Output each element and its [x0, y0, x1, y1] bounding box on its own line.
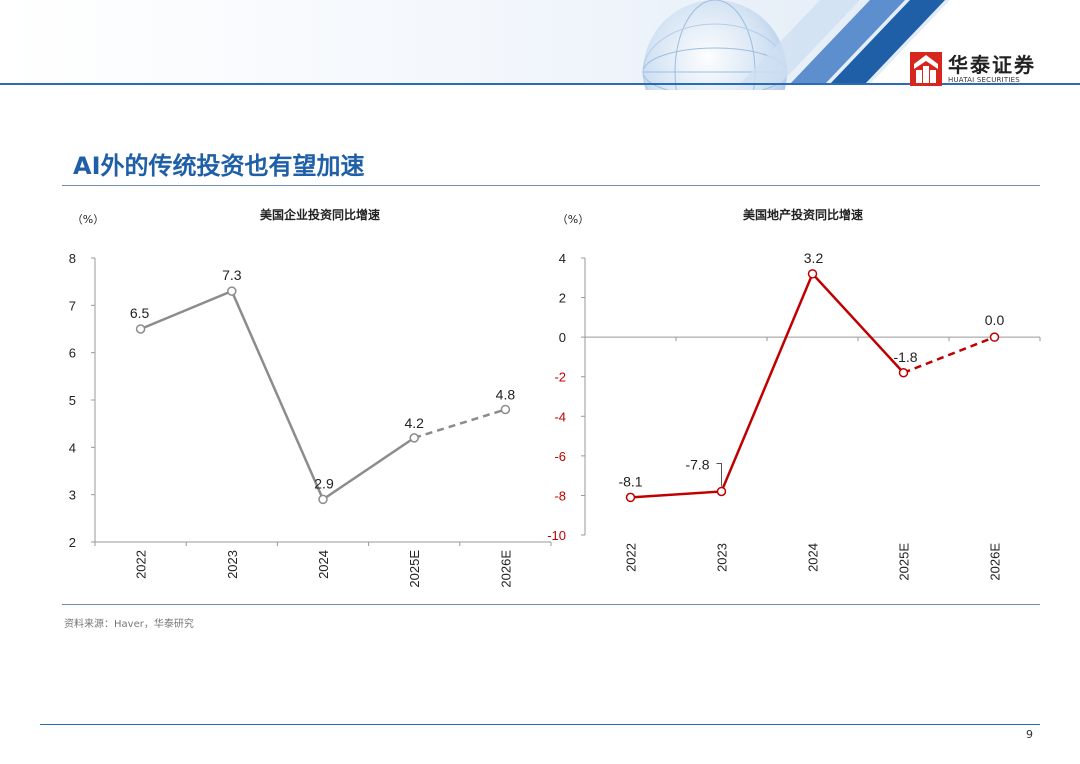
y-tick-label: -8: [554, 488, 566, 503]
y-tick-label: 8: [69, 251, 76, 266]
data-label: 6.5: [130, 305, 150, 321]
title-divider: [62, 185, 1040, 186]
header-banner: [0, 0, 1080, 90]
y-tick-label: -10: [547, 528, 566, 543]
data-point: [227, 286, 237, 296]
logo-chinese-name: 华泰证券: [948, 52, 1036, 77]
x-tick-label: 2023: [715, 543, 730, 572]
chart-title: 美国企业投资同比增速: [260, 207, 380, 222]
data-point: [898, 368, 909, 378]
series-line-forecast: [413, 408, 506, 440]
data-point: [716, 486, 727, 497]
x-tick-label: 2022: [134, 550, 149, 579]
y-tick-label: 7: [69, 298, 76, 313]
y-tick-label: -2: [554, 370, 566, 385]
label-leader-line: [716, 462, 722, 487]
y-tick-label: 2: [69, 535, 76, 550]
x-tick-label: 2024: [316, 550, 331, 579]
x-tick-label: 2024: [806, 543, 821, 572]
data-point: [500, 404, 511, 415]
data-label: -1.8: [893, 349, 917, 365]
logo-english-name: HUATAI SECURITIES: [948, 75, 1020, 84]
source-note: 资料来源：Haver，华泰研究: [64, 619, 194, 630]
series-line: [630, 271, 905, 499]
chart-1: 美国企业投资同比增速 （%） 2 3 4 5 6 7 8 2022 2023 2024 2025E 202…: [69, 207, 552, 588]
x-tick-label: 2023: [225, 550, 240, 579]
page-number: 9: [1026, 728, 1033, 741]
y-tick-label: 5: [69, 393, 76, 408]
x-tick-label: 2026E: [988, 543, 1003, 581]
y-axis-unit: （%）: [557, 213, 589, 226]
x-tick-label: 2025E: [897, 543, 912, 581]
data-label: 7.3: [222, 267, 242, 283]
y-tick-label: 4: [559, 251, 566, 266]
data-label: -7.8: [685, 456, 709, 472]
logo-mark-icon: [910, 52, 942, 86]
y-tick-label: -6: [554, 449, 566, 464]
data-label: 4.8: [496, 386, 516, 402]
y-tick-label: 2: [559, 291, 566, 306]
data-label: 2.9: [314, 475, 334, 491]
data-point: [409, 433, 419, 443]
data-point: [625, 492, 636, 503]
y-tick-label: 6: [69, 346, 76, 361]
data-label: 3.2: [804, 250, 824, 266]
data-label: 0.0: [985, 312, 1005, 328]
chart-title: 美国地产投资同比增速: [743, 207, 863, 222]
data-point: [135, 324, 146, 334]
x-tick-label: 2026E: [498, 550, 513, 588]
data-point: [807, 269, 818, 279]
data-label: 4.2: [404, 415, 424, 431]
x-tick-label: 2022: [624, 543, 639, 572]
company-logo: 华泰证券 HUATAI SECURITIES: [910, 52, 1036, 86]
y-tick-label: 3: [69, 488, 76, 503]
series-line-forecast: [903, 335, 995, 374]
slide-title: AI外的传统投资也有望加速: [73, 152, 365, 180]
y-tick-label: 0: [559, 330, 566, 345]
data-point: [318, 494, 328, 505]
chart-2: 美国地产投资同比增速 （%） -10 -8 -6 -4 -2 0 2 4 2022 2023 2024 2…: [547, 207, 1041, 581]
y-tick-label: 4: [69, 440, 76, 455]
source-divider: [62, 604, 1040, 605]
y-axis-unit: （%）: [72, 213, 104, 226]
footer-divider: [40, 724, 1040, 725]
series-line: [140, 289, 415, 502]
data-point: [989, 332, 1000, 342]
y-tick-label: -4: [554, 409, 566, 424]
x-tick-label: 2025E: [407, 550, 422, 588]
data-label: -8.1: [618, 473, 642, 489]
